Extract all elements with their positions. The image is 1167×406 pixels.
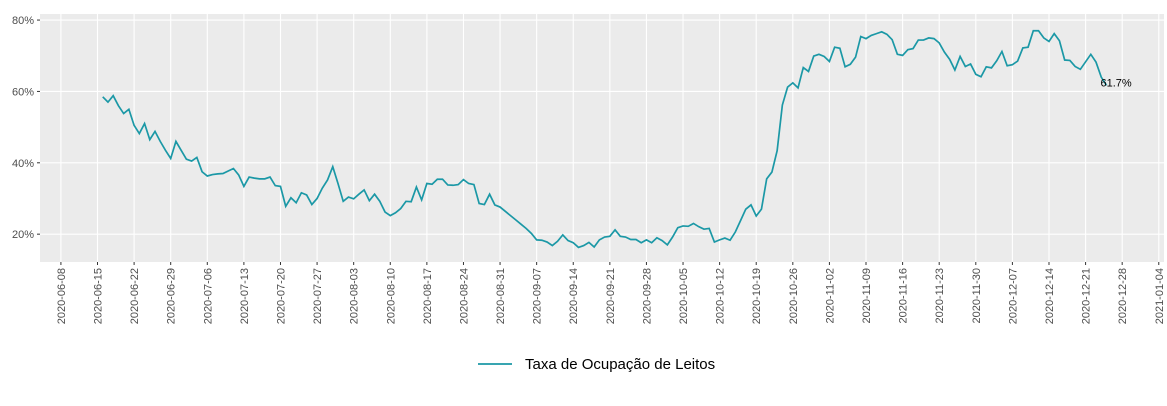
x-tick-label: 2020-07-06	[202, 268, 214, 324]
x-tick-label: 2020-10-19	[751, 268, 763, 324]
legend-label: Taxa de Ocupação de Leitos	[525, 356, 715, 373]
x-tick-label: 2020-06-29	[166, 268, 178, 324]
x-tick-label: 2020-07-20	[275, 268, 287, 324]
x-tick-label: 2020-06-22	[129, 268, 141, 324]
y-tick-label: 40%	[12, 158, 34, 170]
x-tick-label: 2020-11-30	[971, 268, 983, 323]
x-tick-label: 2020-12-14	[1044, 268, 1056, 324]
x-tick-label: 2020-08-31	[495, 268, 507, 324]
x-tick-label: 2020-08-03	[349, 268, 361, 324]
x-tick-label: 2020-07-27	[312, 268, 324, 324]
x-tick-label: 2020-08-10	[385, 268, 397, 324]
x-tick-label: 2020-06-08	[56, 268, 68, 324]
line	[102, 29, 1108, 249]
plot-background	[40, 14, 1164, 262]
x-tick-label: 2020-11-09	[861, 268, 873, 323]
x-tick-label: 2020-12-21	[1081, 268, 1093, 324]
x-tick-label: 2020-09-14	[568, 268, 580, 324]
x-tick-label: 2020-10-05	[678, 268, 690, 324]
x-tick-label: 2020-09-21	[605, 268, 617, 324]
y-tick-label: 80%	[12, 15, 34, 27]
y-tick-label: 20%	[12, 229, 34, 241]
y-tick-label: 60%	[12, 86, 34, 98]
x-tick-label: 2020-11-23	[934, 268, 946, 323]
x-tick-label: 2020-09-28	[641, 268, 653, 324]
x-tick-label: 2020-10-12	[715, 268, 727, 324]
x-tick-label: 2020-08-17	[422, 268, 434, 324]
x-tick-label: 2020-07-13	[239, 268, 251, 324]
x-tick-label: 2020-12-28	[1117, 268, 1129, 324]
x-tick-label: 2020-10-26	[788, 268, 800, 324]
x-tick-label: 2020-09-07	[532, 268, 544, 324]
x-tick-label: 2020-11-02	[824, 268, 836, 323]
x-tick-label: 2020-08-24	[458, 268, 470, 324]
annotation: 61.7%	[1100, 77, 1131, 89]
x-tick-label: 2020-12-07	[1007, 268, 1019, 324]
x-tick-label: 2021-01-04	[1154, 268, 1166, 324]
x-tick-label: 2020-06-15	[93, 268, 105, 324]
x-tick-label: 2020-11-16	[898, 268, 910, 323]
